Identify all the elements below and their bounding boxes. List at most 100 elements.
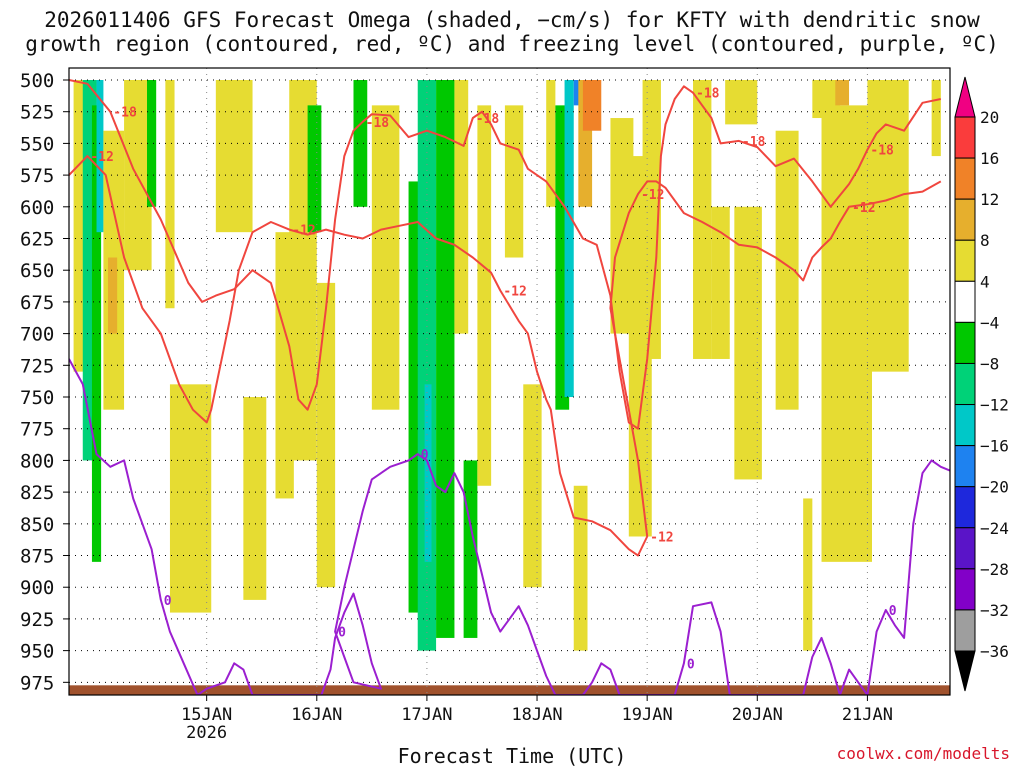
omega-cell-9 [169,384,212,613]
y-tick-825: 825 [20,482,54,504]
colorbar-cap-top [954,76,976,118]
omega-cell-42 [803,498,813,651]
colorbar-label-10: −24 [980,519,1009,538]
colorbar-bin-3 [954,239,976,282]
omega-cell-10 [215,80,253,233]
chart-title-line1: 2026011406 GFS Forecast Omega (shaded, −… [44,8,980,32]
colorbar-bin-4 [954,280,976,323]
y-tick-800: 800 [20,450,54,472]
omega-cell-27 [546,80,556,207]
omega-cell-45 [835,80,850,106]
omega-cell-38 [711,206,730,359]
omega-cell-15 [316,282,336,588]
y-tick-525: 525 [20,102,54,124]
x-tick-17JAN: 17JAN [401,705,452,725]
y-tick-750: 750 [20,387,54,409]
contour-label-dendritic_minus18-3: -18 [696,87,720,102]
omega-cell-41 [775,130,799,410]
colorbar-label-11: −28 [980,560,1009,579]
y-tick-775: 775 [20,419,54,441]
omega-cell-47 [867,80,909,372]
colorbar-bin-1 [954,157,976,200]
contour-label-dendritic_minus18-0: -18 [113,106,137,121]
omega-cell-17 [371,105,400,410]
colorbar-bin-8 [954,445,976,488]
omega-cell-26 [523,384,542,588]
contour-label-dendritic_minus18-2: -18 [476,112,500,127]
colorbar-bin-2 [954,198,976,241]
y-tick-925: 925 [20,609,54,631]
colorbar-bin-11 [954,568,976,611]
contour-dendritic_minus12 [69,155,942,557]
omega-cell-11 [243,397,267,600]
colorbar-label-1: 16 [980,149,999,168]
x-subtick-15JAN: 2026 [186,723,227,743]
omega-cell-5 [108,257,118,334]
colorbar-label-13: −36 [980,642,1009,661]
colorbar-label-12: −32 [980,601,1009,620]
omega-cell-16 [353,80,368,207]
x-axis-title: Forecast Time (UTC) [397,744,627,768]
x-tick-21JAN: 21JAN [842,705,893,725]
omega-cell-20 [424,384,432,562]
y-tick-550: 550 [20,133,54,155]
y-tick-500: 500 [20,70,54,92]
omega-cell-36 [642,80,661,359]
contour-label-dendritic_minus18-4: -18 [742,135,766,150]
terrain-strip [69,685,950,695]
colorbar-bin-6 [954,362,976,406]
omega-cell-29 [564,80,574,398]
omega-cell-44 [821,105,872,562]
contour-label-dendritic_minus12-3: -12 [650,530,673,545]
y-tick-950: 950 [20,641,54,663]
y-tick-700: 700 [20,324,54,346]
omega-cell-25 [504,105,524,258]
omega-cell-33 [582,80,602,131]
contour-label-dendritic_minus12-2: -12 [503,284,526,299]
colorbar-bin-5 [954,321,976,364]
omega-cell-39 [725,80,758,125]
colorbar-bin-10 [954,527,976,570]
colorbar-label-8: −16 [980,437,1009,456]
colorbar-label-5: −4 [980,313,999,332]
colorbar-bin-12 [954,609,976,652]
omega-cell-22 [454,80,469,334]
omega-cell-2 [91,105,102,562]
colorbar-label-0: 20 [980,108,999,127]
contour-dendritic_minus18 [69,79,942,430]
credit-link[interactable]: coolwx.com/modelts [836,744,1010,763]
y-tick-625: 625 [20,229,54,251]
colorbar-label-7: −12 [980,396,1009,415]
omega-cell-21 [436,80,455,638]
colorbar-label-3: 8 [980,231,990,250]
colorbar-bin-9 [954,486,976,529]
colorbar-cap-bottom [954,650,976,692]
contour-label-dendritic_minus18-5: -18 [870,144,894,159]
omega-cell-32 [573,485,588,651]
contour-label-freezing_level-3: 0 [687,657,695,672]
contour-label-freezing_level-0: 0 [164,594,172,609]
y-tick-975: 975 [20,672,54,694]
y-tick-675: 675 [20,292,54,314]
omega-cell-40 [734,206,762,480]
contour-label-freezing_level-1: 0 [338,626,346,641]
terrain-fill [69,685,950,695]
y-tick-900: 900 [20,577,54,599]
y-tick-875: 875 [20,546,54,568]
omega-cell-34 [610,118,634,334]
x-tick-20JAN: 20JAN [732,705,783,725]
contour-label-dendritic_minus12-5: -12 [852,201,875,216]
y-axis: 500 525 550 575 600 625 650 675 700 725 750 775 800 8… [20,70,69,694]
colorbar-label-2: 12 [980,190,999,209]
omega-cell-14 [307,105,322,233]
omega-cell-7 [147,80,157,207]
x-tick-19JAN: 19JAN [622,705,673,725]
omega-cell-3 [96,80,104,233]
y-tick-600: 600 [20,197,54,219]
contour-label-dendritic_minus12-4: -12 [641,188,664,203]
colorbar-label-6: −8 [980,354,999,373]
chart-title-line2: growth region (contoured, red, ºC) and f… [25,32,999,56]
contour-label-dendritic_minus12-0: -12 [90,150,113,165]
y-tick-850: 850 [20,514,54,536]
